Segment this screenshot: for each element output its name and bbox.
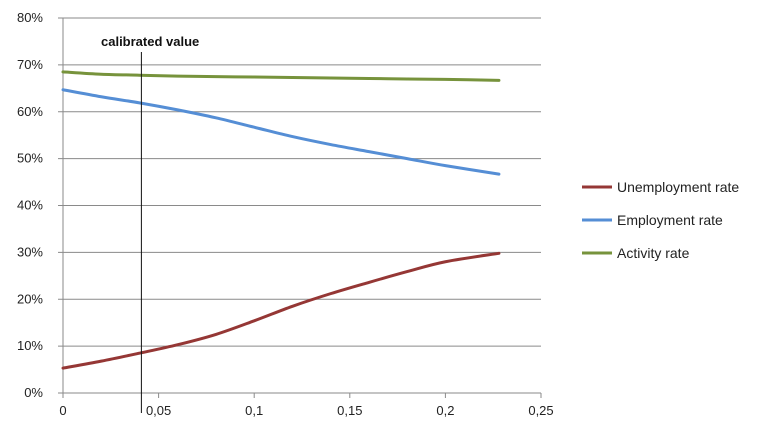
calibrated-value-label: calibrated value [101,34,199,49]
x-axis-tick-labels: 0 0,05 0,1 0,15 0,2 0,25 [59,403,553,418]
x-tick-label: 0,15 [337,403,362,418]
y-tick-label: 40% [17,198,43,213]
x-tick-label: 0,05 [146,403,171,418]
y-tick-label: 20% [17,291,43,306]
y-tick-label: 10% [17,338,43,353]
y-tick-label: 80% [17,10,43,25]
series-line-activity-rate [61,70,501,82]
y-tick-label: 70% [17,57,43,72]
y-tick-label: 50% [17,151,43,166]
y-tick-label: 30% [17,244,43,259]
y-tick-label: 60% [17,104,43,119]
annotation-layer: calibrated value [101,34,199,413]
series-line-employment-rate [61,88,501,176]
series-line-unemployment-rate [61,251,501,370]
axes [58,17,542,398]
x-tick-label: 0,1 [245,403,263,418]
series-lines [61,70,501,370]
x-tick-label: 0,2 [436,403,454,418]
x-tick-label: 0 [59,403,66,418]
horizontal-gridlines [63,17,541,347]
y-axis-tick-labels: 0% 10% 20% 30% 40% 50% 60% 70% 80% [17,10,43,400]
legend-label-activity-rate: Activity rate [617,245,690,261]
legend-label-employment-rate: Employment rate [617,212,723,228]
legend: Unemployment rate Employment rate Activity… [582,179,739,261]
y-tick-label: 0% [24,385,43,400]
legend-label-unemployment-rate: Unemployment rate [617,179,739,195]
x-tick-label: 0,25 [528,403,553,418]
